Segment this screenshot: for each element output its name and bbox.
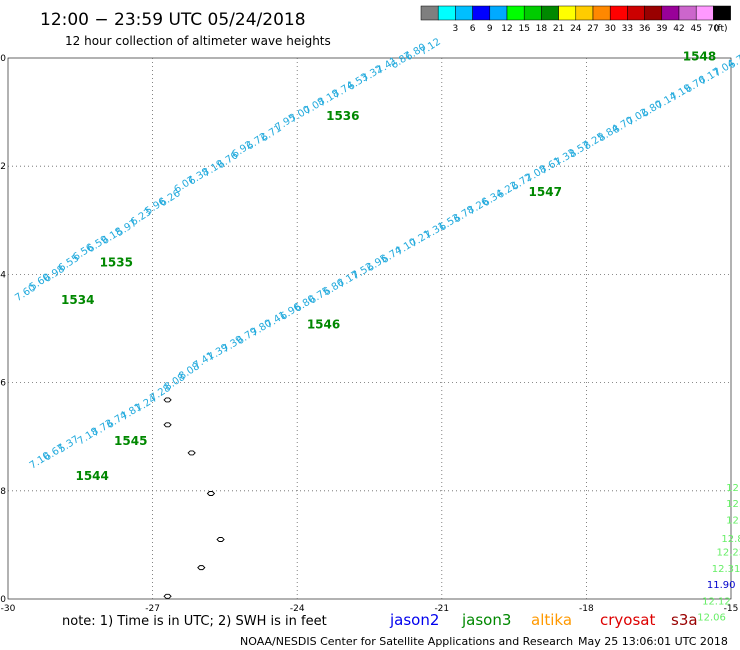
lon-tick-label: -21	[434, 604, 449, 614]
legend-label: 39	[656, 24, 668, 34]
time-label: 1534	[61, 293, 94, 307]
legend-swatch	[609, 5, 628, 21]
swh-value: 12.	[726, 499, 740, 510]
legend-swatch	[420, 5, 439, 21]
legend-swatch	[661, 5, 680, 21]
island-outline	[163, 397, 172, 403]
lon-tick-label: -27	[145, 604, 160, 614]
lon-tick-label: -18	[579, 604, 594, 614]
swh-value: 12	[726, 483, 739, 494]
legend-swatch	[713, 5, 731, 21]
lat-tick-label: -60	[0, 595, 6, 605]
legend-swatch	[592, 5, 611, 21]
legend-label: 36	[639, 24, 651, 34]
lon-tick-label: -15	[724, 604, 739, 614]
legend-swatch	[678, 5, 697, 21]
lat-tick-label: -50	[0, 54, 6, 64]
legend-label: 24	[570, 24, 582, 34]
time-label: 1536	[326, 109, 359, 123]
island-outline	[187, 450, 196, 456]
island-outline	[163, 422, 172, 428]
legend-swatch	[627, 5, 645, 21]
footer-timestamp: May 25 13:06:01 UTC 2018	[578, 635, 728, 648]
legend-swatch	[455, 5, 473, 21]
swh-value: 12.82	[721, 534, 740, 545]
legend-unit: (ft)	[714, 24, 728, 34]
map-frame	[7, 57, 732, 600]
satellite-altika: altika	[531, 611, 572, 629]
legend-swatch	[523, 5, 542, 21]
swh-value: 7.12	[418, 36, 443, 57]
legend-label: 18	[536, 24, 548, 34]
swh-value: 12.23	[717, 548, 740, 559]
legend-swatch	[695, 5, 714, 21]
lat-tick-label: -58	[0, 487, 6, 497]
island-outline	[206, 491, 216, 496]
observations-layer: 7.605.606.986.556.566.596.185.976.235.96…	[13, 36, 740, 623]
island-outline	[197, 565, 206, 571]
time-label: 1547	[529, 185, 562, 199]
axis-labels: -30 -27 -24 -21 -18 -15 -50 -52 -54 -56 -58 -60	[0, 54, 738, 614]
time-label: 1535	[100, 255, 133, 269]
swh-value: 12.06	[697, 613, 726, 624]
time-label: 1544	[75, 469, 108, 483]
island-outline	[163, 593, 172, 599]
legend-label: 33	[622, 24, 633, 34]
swh-value: 12.12	[702, 596, 731, 607]
satellite-jason2: jason2	[389, 611, 439, 629]
lat-tick-label: -52	[0, 162, 6, 172]
legend-swatch	[644, 5, 663, 21]
satellite-cryosat: cryosat	[600, 611, 655, 629]
time-label: 1545	[114, 434, 147, 448]
legend-label: 3	[453, 24, 459, 34]
page-title: 12:00 − 23:59 UTC 05/24/2018	[40, 10, 306, 30]
legend-swatch	[575, 5, 594, 21]
satellite-s3a: s3a	[671, 611, 698, 629]
footer-note: note: 1) Time is in UTC; 2) SWH is in fe…	[62, 614, 327, 629]
page-subtitle: 12 hour collection of altimeter wave hei…	[65, 34, 331, 48]
graticule	[8, 58, 731, 599]
legend-swatch	[437, 5, 456, 21]
swh-value: 11.90	[707, 580, 736, 591]
legend-label: 9	[487, 24, 493, 34]
legend-label: 30	[604, 24, 616, 34]
islands-layer	[163, 397, 225, 599]
lat-tick-label: -54	[0, 270, 6, 280]
footer-credit: NOAA/NESDIS Center for Satellite Applica…	[240, 635, 573, 648]
lat-tick-label: -56	[0, 379, 6, 389]
legend-label: 15	[518, 24, 529, 34]
legend-swatch	[541, 5, 559, 21]
legend-swatch	[489, 5, 508, 21]
legend-label: 6	[470, 24, 476, 34]
lon-tick-label: -24	[290, 604, 305, 614]
time-label: 1546	[307, 318, 340, 332]
color-legend: 3 6 9 12 15 18 21 24 27 30 33 36 39 42 45 70	[420, 5, 731, 34]
island-outline	[216, 537, 225, 542]
legend-label: 27	[587, 24, 598, 34]
lon-tick-label: -30	[1, 604, 16, 614]
legend-label: 12	[501, 24, 512, 34]
swh-value: 12.31	[712, 564, 740, 575]
legend-label: 42	[673, 24, 684, 34]
legend-swatch	[506, 5, 525, 21]
legend-swatch	[472, 5, 491, 21]
swh-value: 12.4	[726, 515, 740, 526]
legend-label: 21	[553, 24, 564, 34]
time-label: 1548	[683, 50, 716, 64]
map-area	[7, 57, 732, 600]
legend-label: 45	[690, 24, 701, 34]
legend-swatch	[558, 5, 577, 21]
legend-label: 70	[708, 24, 720, 34]
satellite-legend: jason2 jason3 altika cryosat s3a	[389, 611, 698, 629]
time-labels-layer: 1534 1535 1536 1544 1545 1546 1547 1548	[61, 50, 716, 483]
satellite-jason3: jason3	[461, 611, 511, 629]
